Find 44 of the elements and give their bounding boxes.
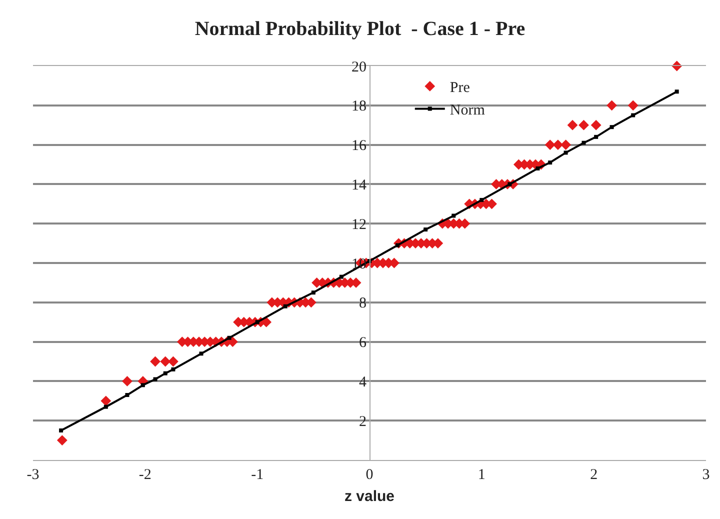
y-tick-label: 18 — [352, 98, 366, 115]
x-tick-label: -1 — [251, 467, 264, 483]
legend-label: Pre — [450, 80, 470, 96]
point — [104, 404, 108, 409]
point — [582, 140, 586, 145]
y-tick-label: 2 — [359, 414, 366, 430]
point — [536, 166, 540, 170]
point — [227, 336, 232, 340]
point — [171, 367, 176, 372]
point — [548, 160, 552, 165]
point — [480, 198, 484, 202]
point — [631, 113, 636, 118]
x-tick-label: 1 — [478, 467, 486, 483]
x-axis-title: z value — [344, 488, 395, 505]
point — [163, 371, 168, 376]
point — [199, 352, 204, 356]
x-tick-label: 3 — [702, 467, 710, 483]
y-tick-label: 4 — [359, 374, 367, 390]
point — [140, 383, 145, 388]
point — [283, 304, 288, 308]
legend-label: Norm — [450, 102, 486, 119]
x-tick-label: 0 — [366, 467, 374, 483]
x-tick-label: -3 — [26, 467, 40, 483]
point — [610, 125, 614, 130]
y-tick-label: 12 — [352, 216, 366, 233]
point — [424, 228, 428, 232]
y-tick-label: 16 — [352, 138, 367, 154]
y-tick-label: 8 — [359, 296, 366, 312]
point — [339, 274, 344, 279]
chart-title: Normal Probability Plot - Case 1 - Pre — [194, 18, 526, 40]
point — [674, 90, 679, 94]
point — [594, 134, 598, 139]
y-tick-label: 6 — [359, 335, 367, 352]
x-tick-label: -2 — [138, 467, 152, 483]
y-tick-label: 20 — [352, 59, 366, 76]
point — [452, 214, 456, 218]
x-tick-label: 2 — [590, 467, 598, 483]
point — [59, 428, 64, 432]
point — [564, 150, 568, 155]
y-tick-label: 14 — [352, 177, 367, 194]
point — [125, 392, 130, 397]
point — [311, 290, 316, 295]
y-tick-label: 10 — [352, 256, 366, 272]
point — [153, 377, 158, 382]
